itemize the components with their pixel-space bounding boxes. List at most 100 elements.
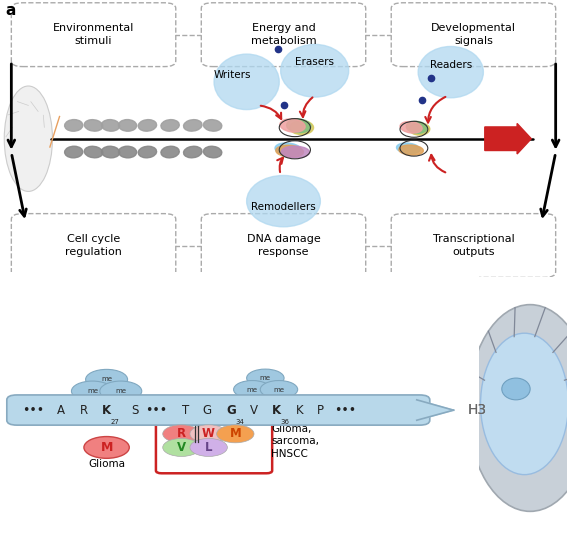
Text: •••: •••	[333, 404, 356, 417]
Text: 36: 36	[281, 419, 290, 425]
Ellipse shape	[161, 146, 179, 158]
Text: Glioma,
sarcoma,
HNSCC: Glioma, sarcoma, HNSCC	[271, 424, 319, 459]
Ellipse shape	[119, 146, 137, 158]
Ellipse shape	[396, 143, 420, 154]
Ellipse shape	[161, 120, 179, 131]
Ellipse shape	[138, 146, 156, 158]
Ellipse shape	[468, 305, 567, 511]
Circle shape	[260, 381, 298, 398]
Text: Cell cycle
regulation: Cell cycle regulation	[65, 234, 122, 257]
FancyBboxPatch shape	[167, 287, 318, 401]
Text: Readers: Readers	[430, 60, 472, 70]
Ellipse shape	[247, 176, 320, 227]
Text: K: K	[102, 404, 111, 417]
Text: G: G	[202, 404, 211, 417]
Ellipse shape	[290, 121, 314, 134]
Text: me: me	[115, 388, 126, 394]
FancyBboxPatch shape	[201, 214, 366, 277]
Text: S: S	[131, 404, 139, 417]
Text: K: K	[102, 404, 111, 417]
Ellipse shape	[5, 86, 52, 191]
Circle shape	[163, 425, 200, 443]
Text: A: A	[57, 404, 65, 417]
Text: Environmental
stimuli: Environmental stimuli	[53, 23, 134, 46]
Text: 27: 27	[111, 419, 120, 425]
Text: Remodellers: Remodellers	[251, 202, 316, 212]
FancyBboxPatch shape	[7, 395, 430, 425]
Text: PRC2: PRC2	[59, 330, 103, 345]
Circle shape	[217, 425, 254, 443]
Ellipse shape	[119, 120, 137, 131]
Ellipse shape	[409, 123, 430, 135]
Ellipse shape	[65, 120, 83, 131]
FancyBboxPatch shape	[201, 3, 366, 66]
Text: T: T	[183, 404, 189, 417]
Text: P: P	[317, 404, 324, 417]
Text: K: K	[295, 404, 303, 417]
Text: Developmental
signals: Developmental signals	[431, 23, 516, 46]
Text: S: S	[131, 404, 139, 417]
FancyBboxPatch shape	[11, 214, 176, 277]
Text: me: me	[87, 388, 98, 394]
Text: NSD1/2
SETD2: NSD1/2 SETD2	[214, 323, 272, 355]
Text: M: M	[230, 428, 241, 440]
Text: H3: H3	[468, 403, 487, 417]
Ellipse shape	[101, 120, 120, 131]
Ellipse shape	[84, 120, 103, 131]
Ellipse shape	[276, 145, 303, 157]
Text: V: V	[250, 404, 258, 417]
Polygon shape	[417, 400, 454, 420]
Text: A: A	[57, 404, 65, 417]
Circle shape	[163, 438, 200, 456]
Circle shape	[100, 381, 142, 401]
Text: •••: •••	[22, 404, 44, 417]
Text: •••: •••	[22, 404, 44, 417]
Ellipse shape	[65, 146, 83, 158]
Text: 27: 27	[111, 419, 120, 425]
Text: K: K	[272, 404, 281, 417]
Ellipse shape	[280, 119, 305, 132]
Ellipse shape	[184, 120, 202, 131]
Ellipse shape	[101, 146, 120, 158]
Ellipse shape	[204, 120, 222, 131]
Ellipse shape	[275, 143, 302, 156]
Text: me: me	[260, 375, 271, 381]
Ellipse shape	[138, 120, 156, 131]
Ellipse shape	[418, 46, 483, 98]
Text: •••: •••	[145, 404, 167, 417]
Text: me: me	[273, 386, 285, 393]
Ellipse shape	[400, 121, 422, 133]
Text: Writers: Writers	[214, 70, 251, 80]
Ellipse shape	[407, 121, 427, 133]
FancyBboxPatch shape	[11, 3, 176, 66]
Circle shape	[190, 425, 227, 443]
Text: R: R	[80, 404, 88, 417]
Text: M: M	[100, 441, 113, 454]
Ellipse shape	[287, 119, 311, 133]
Circle shape	[86, 369, 128, 390]
Polygon shape	[417, 400, 454, 420]
Text: R: R	[80, 404, 88, 417]
Text: K: K	[295, 404, 303, 417]
Text: 34: 34	[235, 419, 244, 425]
Text: H3: H3	[468, 403, 487, 417]
FancyArrow shape	[485, 123, 531, 154]
Ellipse shape	[281, 146, 310, 158]
Circle shape	[234, 381, 271, 398]
Text: 34: 34	[235, 419, 244, 425]
Text: a: a	[6, 3, 16, 18]
FancyBboxPatch shape	[6, 287, 156, 401]
Circle shape	[247, 369, 284, 387]
FancyBboxPatch shape	[391, 214, 556, 277]
Ellipse shape	[281, 45, 349, 97]
Text: DNA damage
response: DNA damage response	[247, 234, 320, 257]
Text: 36: 36	[281, 419, 290, 425]
Circle shape	[84, 436, 129, 458]
Text: K: K	[272, 404, 281, 417]
Text: L: L	[205, 441, 213, 454]
Text: G: G	[226, 404, 236, 417]
Ellipse shape	[204, 146, 222, 158]
FancyBboxPatch shape	[7, 395, 430, 425]
Text: W: W	[202, 428, 215, 440]
Ellipse shape	[214, 54, 279, 109]
